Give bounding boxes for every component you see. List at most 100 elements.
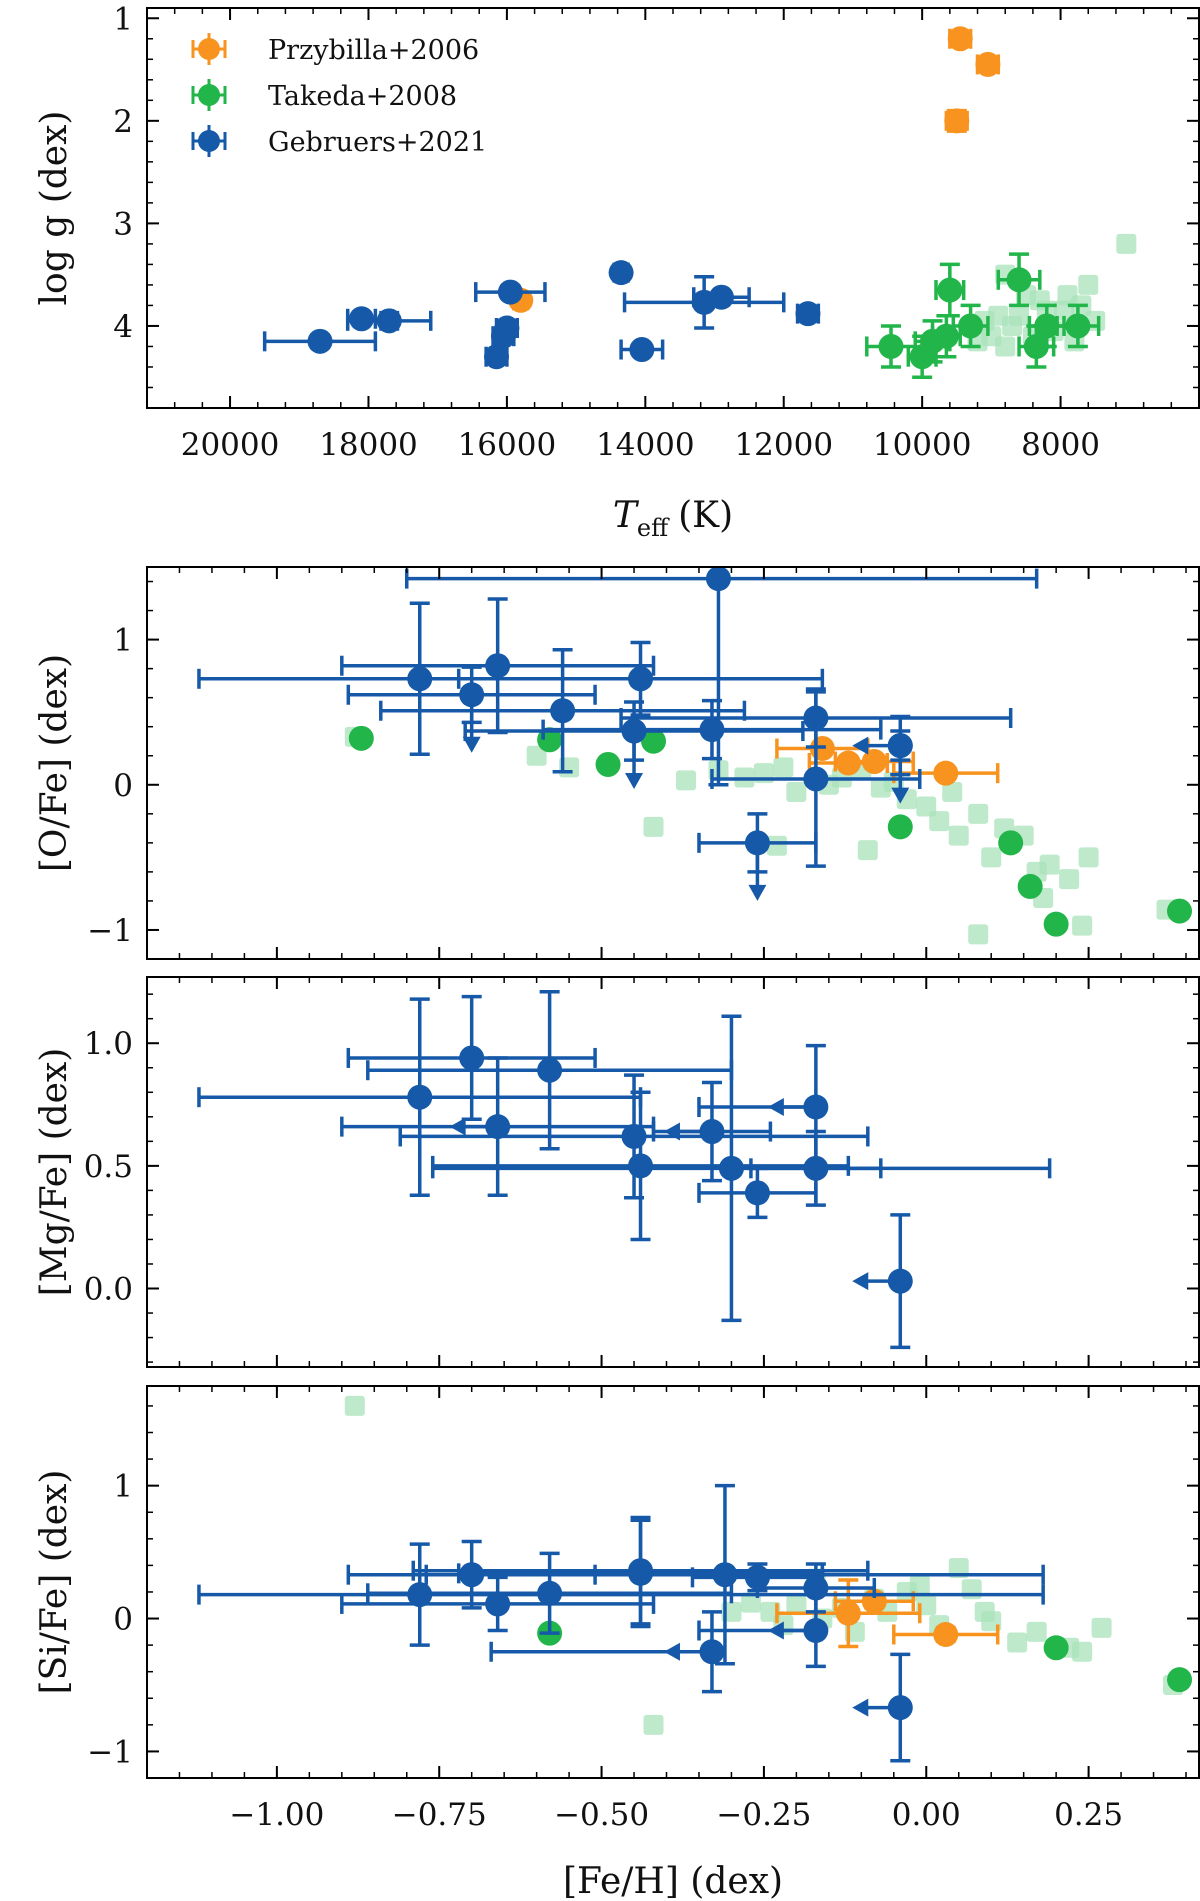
point-gebruers-2021 — [345, 308, 433, 334]
y-tick-label: −1 — [87, 913, 133, 949]
point-gebruers-2021 — [749, 1129, 883, 1207]
point-takeda-2008-other — [526, 745, 547, 766]
point-gebruers-2021 — [456, 640, 825, 717]
point-takeda-2008-other — [1078, 274, 1099, 295]
point-przybilla-2006 — [947, 26, 973, 52]
point-takeda-2008-other — [968, 803, 989, 824]
y-tick-label: 3 — [113, 206, 133, 242]
point-gebruers-2021 — [541, 698, 883, 761]
y-tick-label: 1.0 — [84, 1026, 133, 1062]
point-takeda-2008 — [348, 725, 374, 751]
y-tick-label: 0 — [113, 768, 133, 804]
y-tick-label: 1 — [113, 1469, 133, 1505]
y-tick-label: 4 — [113, 309, 133, 345]
point-takeda-2008 — [1017, 873, 1043, 899]
point-gebruers-2021 — [608, 260, 634, 286]
point-gebruers-2021 — [340, 1575, 656, 1633]
y-tick-label: 0 — [113, 1602, 133, 1638]
point-takeda-2008-other — [1078, 847, 1099, 868]
x-tick-label: −0.50 — [554, 1797, 649, 1833]
panel-logg-teff: 1 2 3 4 20000 18000 16000 14000 12000 10000 8000 P… — [34, 1, 1200, 542]
legend-label-gebruers: Gebruers+2021 — [268, 127, 487, 158]
point-takeda-2008 — [1055, 303, 1101, 349]
legend: Przybilla+2006 Takeda+2008 Gebruers+2021 — [191, 33, 487, 158]
point-gebruers-2021 — [697, 1043, 829, 1171]
point-takeda-2008 — [996, 252, 1042, 308]
y-tick-label: 1 — [113, 1, 133, 37]
x-axis-label-teff: Teff (K) — [613, 495, 733, 542]
point-gebruers-2021 — [697, 1592, 829, 1669]
point-takeda-2008-other — [1116, 233, 1137, 254]
legend-entry-takeda: Takeda+2008 — [191, 79, 457, 112]
point-takeda-2008-other — [675, 770, 696, 791]
point-gebruers-2021 — [852, 1652, 913, 1763]
point-gebruers-2021 — [430, 1014, 1052, 1323]
point-gebruers-2021 — [474, 279, 547, 305]
point-takeda-2008-other — [929, 811, 950, 832]
point-gebruers-2021 — [852, 1213, 913, 1350]
point-gebruers-2021 — [697, 812, 818, 901]
point-takeda-2008-other — [948, 825, 969, 846]
point-takeda-2008 — [641, 728, 667, 754]
point-takeda-2008 — [1167, 1667, 1193, 1693]
point-takeda-2008 — [865, 324, 917, 369]
point-takeda-2008-other — [1009, 305, 1030, 326]
point-gebruers-2021 — [622, 274, 786, 330]
point-takeda-2008-other — [1091, 1617, 1112, 1638]
point-gebruers-2021 — [887, 714, 913, 804]
x-tick-label: 0.25 — [1054, 1797, 1123, 1833]
point-takeda-2008-other — [1007, 1632, 1028, 1653]
point-gebruers-2021 — [430, 1090, 851, 1242]
x-tick-label: 18000 — [319, 427, 418, 463]
panel-sife: 1 0 −1 −1.00 −0.75 −0.50 −0.25 0.00 0.25 [Si/Fe]… — [34, 1385, 1200, 1901]
y-tick-label: 0.0 — [84, 1272, 133, 1308]
point-gebruers-2021 — [619, 337, 665, 363]
x-tick-label: 16000 — [458, 427, 557, 463]
point-gebruers-2021 — [346, 994, 597, 1122]
point-takeda-2008-other — [995, 336, 1016, 357]
panel-frame — [146, 1385, 1200, 1779]
point-gebruers-2021 — [197, 997, 643, 1198]
point-takeda-2008 — [1043, 1635, 1069, 1661]
y-tick-label: 2 — [113, 104, 133, 140]
point-takeda-2008-other — [857, 840, 878, 861]
x-tick-label: 14000 — [596, 427, 695, 463]
panel-frame — [146, 976, 1200, 1368]
x-axis-label-feh: [Fe/H] (dex) — [563, 1861, 783, 1901]
x-tick-label: −0.75 — [392, 1797, 487, 1833]
point-takeda-2008 — [1043, 911, 1069, 937]
y-tick-label: 0.5 — [84, 1149, 133, 1185]
point-takeda-2008-other — [344, 1395, 365, 1416]
point-takeda-2008 — [887, 814, 913, 840]
point-gebruers-2021 — [484, 344, 510, 370]
point-gebruers-2021 — [405, 567, 1039, 787]
point-takeda-2008-other — [1072, 915, 1093, 936]
point-takeda-2008 — [930, 313, 962, 359]
panel-mgfe: 1.0 0.5 0.0 [Mg/Fe] (dex) — [34, 976, 1200, 1368]
point-takeda-2008-other — [1059, 869, 1080, 890]
point-takeda-2008-other — [786, 1595, 807, 1616]
point-takeda-2008-other — [786, 782, 807, 803]
point-gebruers-2021 — [346, 665, 597, 753]
legend-entry-gebruers: Gebruers+2021 — [191, 125, 487, 158]
point-gebruers-2021 — [424, 1483, 1045, 1666]
point-przybilla-2006 — [775, 1578, 922, 1649]
y-axis-label-mgfe: [Mg/Fe] (dex) — [34, 1048, 75, 1297]
point-takeda-2008-other — [773, 757, 794, 778]
y-axis-label-logg: log g (dex) — [34, 111, 75, 306]
point-takeda-2008 — [595, 751, 621, 777]
legend-label-takeda: Takeda+2008 — [268, 81, 457, 112]
point-przybilla-2006 — [975, 51, 1001, 77]
point-takeda-2008-other — [942, 782, 963, 803]
x-tick-label: 20000 — [181, 427, 280, 463]
y-tick-label: −1 — [87, 1734, 133, 1770]
legend-entry-przybilla: Przybilla+2006 — [191, 33, 479, 66]
panel-frame — [146, 566, 1200, 960]
x-tick-label: 12000 — [734, 427, 833, 463]
y-axis-label-sife: [Si/Fe] (dex) — [34, 1470, 75, 1695]
point-przybilla-2006 — [892, 1621, 1000, 1647]
x-tick-label: 0.00 — [892, 1797, 961, 1833]
point-takeda-2008 — [951, 303, 990, 349]
point-takeda-2008-other — [1072, 1641, 1093, 1662]
